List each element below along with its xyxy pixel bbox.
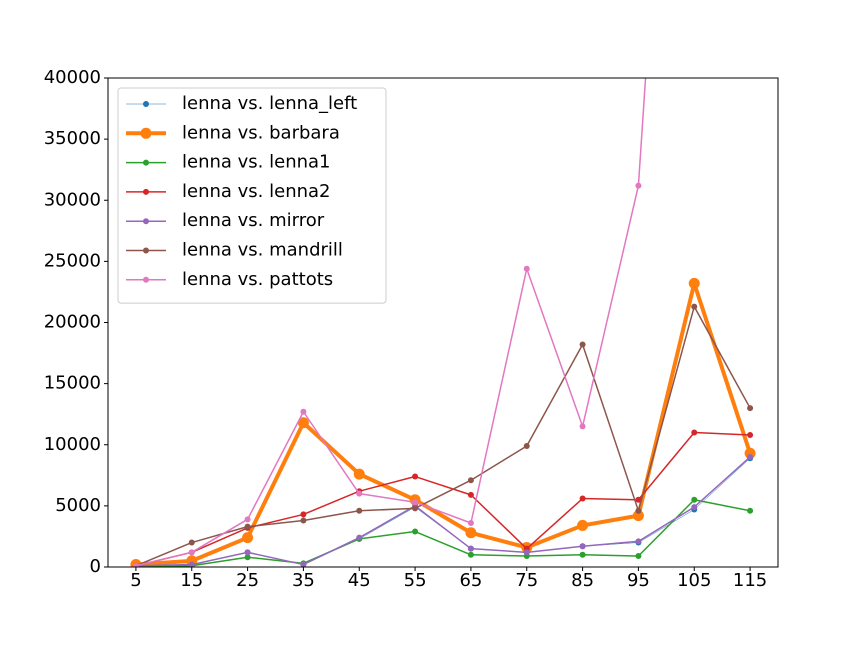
legend-label: lenna vs. barbara <box>182 122 340 143</box>
y-tick-label: 0 <box>90 556 101 577</box>
x-tick-label: 105 <box>677 570 711 591</box>
data-point <box>412 505 419 512</box>
data-point <box>688 277 700 289</box>
data-point <box>579 495 586 502</box>
data-point <box>467 551 474 558</box>
x-tick-label: 85 <box>571 570 594 591</box>
legend-label: lenna vs. lenna2 <box>182 181 331 202</box>
series-line <box>135 281 752 567</box>
legend-marker <box>143 218 149 225</box>
legend-label: lenna vs. pattots <box>182 269 333 290</box>
legend-label: lenna vs. lenna1 <box>182 152 331 173</box>
x-tick-label: 65 <box>459 570 482 591</box>
data-point <box>300 408 307 415</box>
data-point <box>747 405 754 412</box>
series-line <box>135 305 751 567</box>
data-point <box>465 527 477 539</box>
data-point <box>300 517 307 524</box>
series-line <box>135 456 751 567</box>
data-point <box>467 519 474 526</box>
y-tick-label: 15000 <box>44 373 101 394</box>
x-tick-label: 45 <box>348 570 371 591</box>
plot-area <box>130 78 756 567</box>
y-tick-label: 35000 <box>44 128 101 149</box>
data-point <box>632 510 644 522</box>
data-point <box>747 507 754 514</box>
data-point <box>412 499 419 506</box>
legend-marker <box>140 127 152 139</box>
data-point <box>691 504 698 511</box>
data-point <box>579 551 586 558</box>
data-point <box>242 532 254 544</box>
data-point <box>691 496 698 503</box>
data-point <box>579 423 586 430</box>
data-point <box>412 473 419 480</box>
data-point <box>747 431 754 438</box>
data-point <box>132 562 139 567</box>
x-tick-label: 25 <box>236 570 259 591</box>
y-tick-label: 40000 <box>44 67 101 88</box>
legend-marker <box>143 159 149 166</box>
data-point <box>300 561 307 567</box>
data-point <box>635 538 642 545</box>
data-point <box>635 552 642 559</box>
legend-box <box>117 87 387 304</box>
y-tick-label: 25000 <box>44 250 101 271</box>
data-point <box>188 549 195 556</box>
legend-label: lenna vs. mandrill <box>182 240 343 261</box>
data-point <box>244 554 251 561</box>
data-point <box>356 507 363 514</box>
data-point <box>188 539 195 546</box>
data-point <box>244 523 251 530</box>
data-point <box>635 182 642 189</box>
data-point <box>467 491 474 498</box>
data-point <box>579 341 586 348</box>
data-point <box>523 549 530 556</box>
data-point <box>297 417 309 429</box>
x-tick-label: 35 <box>292 570 315 591</box>
data-point <box>579 543 586 550</box>
data-point <box>691 429 698 436</box>
data-point <box>523 265 530 272</box>
data-point <box>188 561 195 567</box>
data-point <box>353 468 365 480</box>
legend-marker <box>143 276 149 283</box>
data-point <box>577 519 589 531</box>
data-point <box>523 442 530 449</box>
x-tick-label: 75 <box>515 570 538 591</box>
x-tick-label: 95 <box>627 570 650 591</box>
data-point <box>467 545 474 552</box>
data-point <box>467 477 474 484</box>
ticks: 0 5000 10000 15000 20000 25000 30000 35000 40000… <box>44 67 768 591</box>
y-tick-label: 20000 <box>44 312 101 333</box>
data-point <box>747 453 754 460</box>
data-point <box>244 549 251 556</box>
data-point <box>300 511 307 518</box>
legend-label: lenna vs. lenna_left <box>182 93 357 114</box>
legend-label: lenna vs. mirror <box>182 210 325 231</box>
x-tick-label: 15 <box>180 570 203 591</box>
legend-marker <box>143 101 149 107</box>
series-line <box>135 499 751 567</box>
y-tick-label: 10000 <box>44 434 101 455</box>
legend-marker <box>143 247 149 254</box>
x-tick-label: 115 <box>733 570 767 591</box>
data-point <box>635 507 642 514</box>
data-point <box>412 528 419 535</box>
x-tick-label: 55 <box>404 570 427 591</box>
data-point <box>691 303 698 310</box>
data-point <box>635 496 642 503</box>
data-point <box>356 490 363 497</box>
data-point <box>356 534 363 541</box>
legend-marker <box>143 188 149 195</box>
y-tick-label: 30000 <box>44 189 101 210</box>
y-tick-label: 5000 <box>55 495 101 516</box>
data-point <box>244 516 251 523</box>
series-line <box>135 431 751 567</box>
x-tick-label: 5 <box>130 570 141 591</box>
